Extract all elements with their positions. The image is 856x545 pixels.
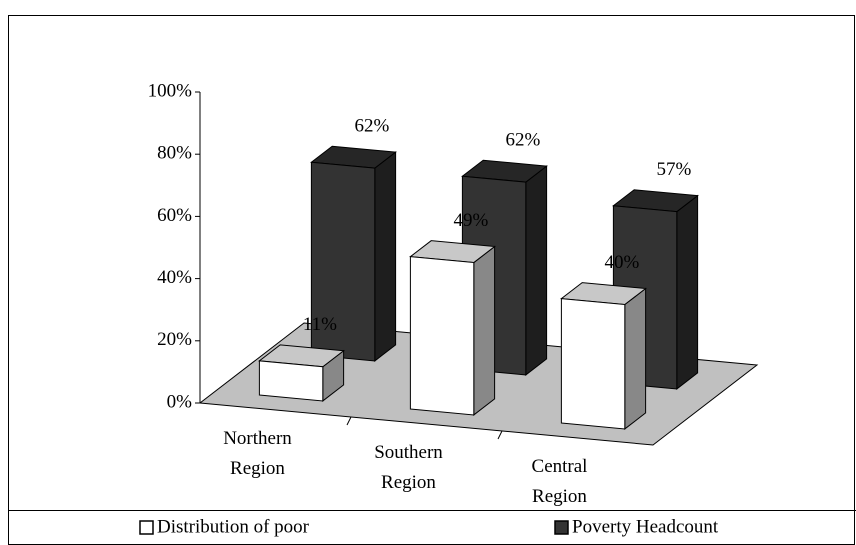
x-tick-label: Northern Region: [223, 428, 292, 479]
x-tick-label: Central Region: [532, 456, 588, 507]
y-tick-label: 20%: [157, 329, 192, 350]
x-tick: [497, 430, 503, 440]
y-tick-label: 80%: [157, 143, 192, 164]
y-tick-label: 100%: [148, 80, 193, 101]
data-label: 40%: [604, 252, 639, 273]
bar-side: [525, 165, 548, 376]
bar-side: [473, 245, 496, 416]
bar: [258, 360, 324, 402]
bar-side: [374, 151, 397, 362]
bar: [409, 256, 475, 416]
x-tick-label: Southern Region: [374, 442, 443, 493]
y-tick-label: 60%: [157, 205, 192, 226]
data-label: 62%: [354, 116, 389, 137]
data-label: 11%: [303, 314, 337, 335]
x-tick: [346, 416, 352, 426]
legend-swatch: [139, 520, 154, 535]
data-label: 62%: [505, 130, 540, 151]
y-tick-label: 0%: [167, 391, 193, 412]
legend-label: Poverty Headcount: [572, 516, 719, 537]
legend-label: Distribution of poor: [157, 516, 310, 537]
data-label: 57%: [656, 159, 691, 180]
bar: [560, 298, 626, 430]
bar-side: [624, 287, 647, 430]
y-tick-label: 40%: [157, 267, 192, 288]
bar: [310, 161, 376, 362]
legend-swatch: [554, 520, 569, 535]
bar-side: [676, 194, 699, 390]
data-label: 49%: [453, 210, 488, 231]
